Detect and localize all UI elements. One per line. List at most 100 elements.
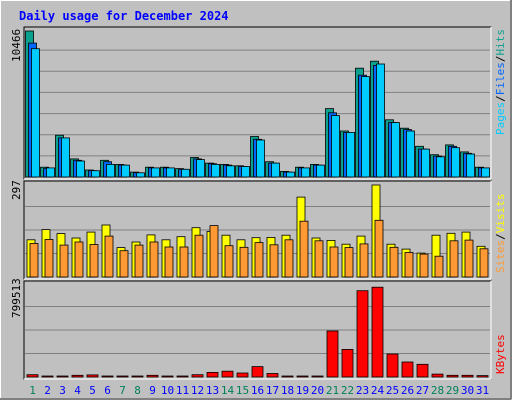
hits_files_pages-pages-bar-3 <box>61 137 70 178</box>
hits_files_pages-pages-bar-10 <box>166 167 175 178</box>
kbytes-kbytes-bar-10 <box>161 375 174 378</box>
kbytes-kbytes-bar-19 <box>296 375 309 378</box>
visits_sites-sites-bar-28 <box>434 255 444 278</box>
kbytes-kbytes-bar-12 <box>191 374 204 378</box>
hits_files_pages-pages-bar-22 <box>346 131 355 178</box>
svg-text:Pages/Files/Hits: Pages/Files/Hits <box>494 29 507 135</box>
hits-panel-legend: Pages/Files/Hits <box>494 29 507 135</box>
visits_sites-sites-bar-17 <box>269 244 279 278</box>
x-tick-label-day-18: 18 <box>281 384 294 397</box>
x-tick-label-day-7: 7 <box>119 384 126 397</box>
x-tick-label-day-21: 21 <box>326 384 339 397</box>
visits_sites-sites-bar-4 <box>74 241 84 278</box>
kbytes-kbytes-bar-16 <box>251 366 264 378</box>
x-tick-label-day-13: 13 <box>206 384 219 397</box>
hits_files_pages-pages-bar-13 <box>211 163 220 178</box>
kbytes-kbytes-bar-26 <box>401 361 414 378</box>
hits_files_pages-pages-bar-14 <box>226 165 235 178</box>
x-tick-label-day-19: 19 <box>296 384 309 397</box>
kbytes-kbytes-bar-8 <box>131 375 144 378</box>
visits_sites-sites-bar-14 <box>224 245 234 278</box>
kbytes-kbytes-bar-28 <box>431 373 444 378</box>
legend-sites: Sites <box>494 240 507 273</box>
kbytes-kbytes-bar-23 <box>356 290 369 378</box>
kbytes-kbytes-bar-11 <box>176 375 189 378</box>
kbytes-kbytes-bar-31 <box>476 375 489 378</box>
kbytes-kbytes-bar-7 <box>116 375 129 378</box>
visits_sites-sites-bar-2 <box>44 239 54 278</box>
kbytes-kbytes-bar-30 <box>461 374 474 378</box>
visits_sites-sites-bar-7 <box>119 250 129 278</box>
visits_sites-sites-bar-5 <box>89 244 99 278</box>
visits_sites-sites-bar-19 <box>299 220 309 278</box>
visits_sites-sites-bar-16 <box>254 242 264 278</box>
kbytes-kbytes-bar-24 <box>371 286 384 378</box>
x-tick-label-day-6: 6 <box>104 384 111 397</box>
x-axis-day-labels: 1 2 3 4 5 6 7 8 9 10 11 12 13 14 15 16 17 18 19 20 21 22 23 24 2… <box>29 384 489 397</box>
x-tick-label-day-4: 4 <box>74 384 81 397</box>
hits_files_pages-pages-bar-20 <box>316 164 325 178</box>
hits_files_pages-pages-bar-1 <box>31 48 40 178</box>
hits_files_pages-pages-bar-16 <box>256 139 265 178</box>
visits_sites-sites-bar-18 <box>284 239 294 278</box>
visits_sites-sites-bar-30 <box>464 239 474 278</box>
hits_files_pages-pages-bar-18 <box>286 171 295 178</box>
hits_files_pages-pages-bar-17 <box>271 162 280 178</box>
x-tick-label-day-11: 11 <box>176 384 189 397</box>
x-tick-label-day-17: 17 <box>266 384 279 397</box>
x-tick-label-day-3: 3 <box>59 384 66 397</box>
hits_files_pages-pages-bar-29 <box>451 147 460 178</box>
hits-panel-max-label: 10466 <box>10 29 23 62</box>
hits_files_pages-pages-bar-24 <box>376 63 385 178</box>
x-tick-label-day-31: 31 <box>476 384 489 397</box>
hits_files_pages-pages-bar-11 <box>181 168 190 178</box>
chart-bars <box>25 30 490 378</box>
visits_sites-sites-bar-29 <box>449 240 459 278</box>
visits_sites-sites-bar-3 <box>59 244 69 278</box>
hits_files_pages-pages-bar-9 <box>151 167 160 178</box>
visits_sites-sites-bar-12 <box>194 234 204 278</box>
x-tick-label-day-22: 22 <box>341 384 354 397</box>
hits_files_pages-pages-bar-7 <box>121 164 130 178</box>
x-tick-label-day-5: 5 <box>89 384 96 397</box>
kbytes-kbytes-bar-5 <box>86 374 99 378</box>
hits_files_pages-pages-bar-19 <box>301 167 310 178</box>
kbytes-panel-max-label: 799513 <box>10 278 23 318</box>
x-tick-label-day-10: 10 <box>161 384 174 397</box>
x-tick-label-day-26: 26 <box>401 384 414 397</box>
hits_files_pages-pages-bar-8 <box>136 172 145 178</box>
visits_sites-sites-bar-31 <box>479 248 489 278</box>
x-tick-label-day-20: 20 <box>311 384 324 397</box>
visits_sites-sites-bar-15 <box>239 246 249 278</box>
hits_files_pages-pages-bar-6 <box>106 163 115 178</box>
visits_sites-sites-bar-24 <box>374 219 384 278</box>
hits_files_pages-pages-bar-15 <box>241 166 250 178</box>
kbytes-kbytes-bar-4 <box>71 374 84 378</box>
kbytes-kbytes-bar-18 <box>281 375 294 378</box>
kbytes-panel-legend: KBytes <box>494 334 507 374</box>
x-tick-label-day-16: 16 <box>251 384 264 397</box>
svg-text:Sites/Visits: Sites/Visits <box>494 194 507 274</box>
legend-visits: Visits <box>494 194 507 234</box>
x-tick-label-day-9: 9 <box>149 384 156 397</box>
hits_files_pages-pages-bar-28 <box>436 156 445 178</box>
hits_files_pages-pages-bar-30 <box>466 153 475 178</box>
x-tick-label-day-8: 8 <box>134 384 141 397</box>
kbytes-kbytes-bar-6 <box>101 375 114 378</box>
visits_sites-sites-bar-6 <box>104 235 114 278</box>
x-tick-label-day-28: 28 <box>431 384 444 397</box>
x-tick-label-day-23: 23 <box>356 384 369 397</box>
visits_sites-sites-bar-1 <box>29 243 39 278</box>
visits-panel-max-label: 297 <box>10 180 23 200</box>
x-tick-label-day-29: 29 <box>446 384 459 397</box>
hits_files_pages-pages-bar-27 <box>421 148 430 178</box>
visits_sites-sites-bar-27 <box>419 253 429 278</box>
kbytes-kbytes-bar-9 <box>146 374 159 378</box>
kbytes-kbytes-bar-29 <box>446 374 459 378</box>
x-tick-label-day-2: 2 <box>44 384 51 397</box>
hits_files_pages-pages-bar-5 <box>91 170 100 178</box>
x-tick-label-day-30: 30 <box>461 384 474 397</box>
x-tick-label-day-25: 25 <box>386 384 399 397</box>
chart-title: Daily usage for December 2024 <box>19 9 229 23</box>
hits_files_pages-pages-bar-2 <box>46 167 55 178</box>
